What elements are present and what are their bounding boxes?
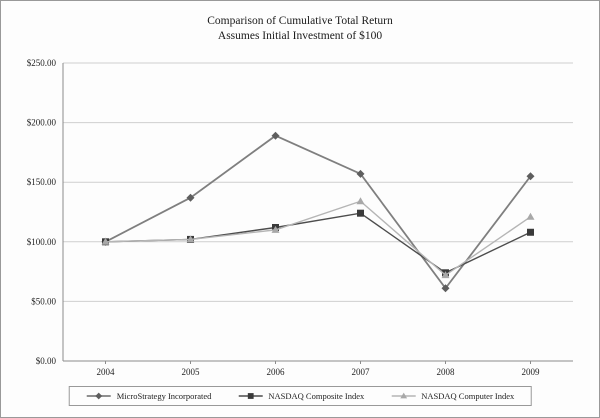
- svg-text:$100.00: $100.00: [27, 237, 57, 247]
- svg-text:2004: 2004: [97, 367, 116, 377]
- svg-text:2009: 2009: [522, 367, 541, 377]
- triangle-marker-icon: [391, 392, 416, 399]
- svg-text:$150.00: $150.00: [27, 177, 57, 187]
- svg-text:2005: 2005: [182, 367, 201, 377]
- svg-text:2008: 2008: [437, 367, 456, 377]
- legend-label-microstrategy: MicroStrategy Incorporated: [116, 391, 212, 401]
- svg-text:$200.00: $200.00: [27, 118, 57, 128]
- chart-title-line1: Comparison of Cumulative Total Return: [207, 15, 393, 27]
- square-marker-icon: [238, 393, 263, 399]
- legend-item-nasdaq-computer: NASDAQ Computer Index: [390, 391, 514, 401]
- chart-legend: MicroStrategy Incorporated NASDAQ Compos…: [68, 386, 532, 406]
- legend-label-nasdaq-computer: NASDAQ Computer Index: [421, 391, 515, 401]
- legend-item-nasdaq-composite: NASDAQ Composite Index: [237, 391, 364, 401]
- legend-label-nasdaq-composite: NASDAQ Composite Index: [268, 391, 365, 401]
- chart-title: Comparison of Cumulative Total Return As…: [1, 14, 599, 44]
- svg-text:2007: 2007: [352, 367, 371, 377]
- svg-text:$250.00: $250.00: [27, 58, 57, 68]
- chart-title-line2: Assumes Initial Investment of $100: [217, 29, 383, 42]
- svg-text:$50.00: $50.00: [31, 296, 56, 306]
- line-chart-plot-area: $0.00 $50.00 $100.00 $150.00 $200.00 $250.00 2…: [27, 58, 573, 377]
- diamond-marker-icon: [86, 392, 111, 400]
- svg-text:$0.00: $0.00: [36, 356, 57, 366]
- svg-text:2006: 2006: [267, 367, 286, 377]
- legend-item-microstrategy: MicroStrategy Incorporated: [86, 391, 212, 401]
